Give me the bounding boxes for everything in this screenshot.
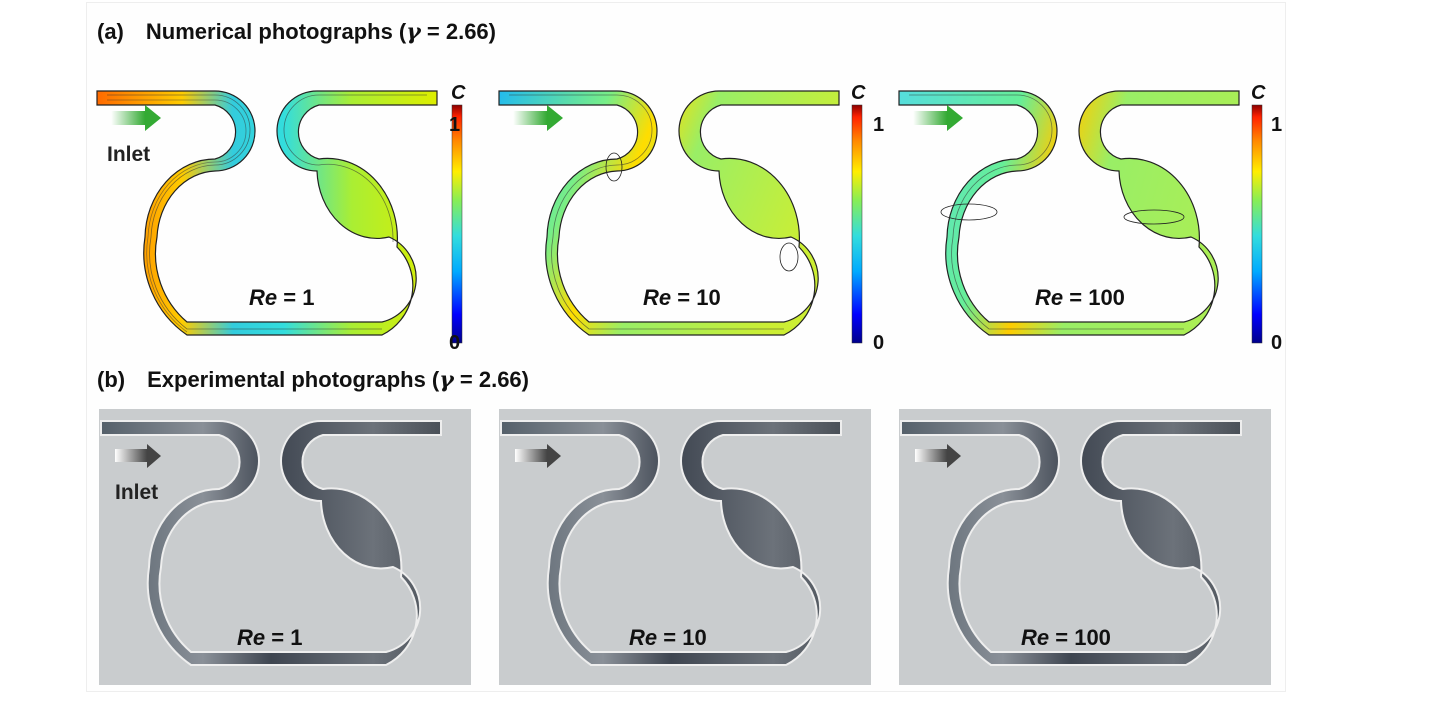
- experimental-case-2: Re = 10: [499, 409, 871, 685]
- numerical-case-3: Re = 100: [898, 90, 1240, 336]
- re-label: Re = 1: [237, 625, 302, 650]
- re-label: Re = 1: [249, 285, 314, 310]
- colorbar-label: C: [451, 82, 466, 104]
- inlet-arrow-icon: [515, 444, 561, 468]
- panel-b-gamma-value: = 2.66): [453, 367, 529, 392]
- inlet-label: Inlet: [107, 143, 150, 166]
- panel-b-tag: (b): [97, 367, 126, 392]
- re-label: Re = 10: [643, 285, 721, 310]
- panel-b-heading: (b) Experimental photographs (γ = 2.66): [97, 367, 529, 393]
- panel-a-gamma-value: = 2.66): [420, 19, 496, 44]
- numerical-case-1: Inlet Re = 1: [96, 90, 438, 336]
- experimental-case-1: Inlet Re = 1: [99, 409, 471, 685]
- panel-b-title: Experimental photographs (: [147, 367, 440, 392]
- numerical-case-2: Re = 10: [498, 90, 840, 336]
- re-label: Re = 10: [629, 625, 707, 650]
- inlet-arrow-icon: [913, 105, 963, 131]
- panel-a-gamma-symbol: γ: [406, 19, 421, 45]
- colorbar-min: 0: [1271, 332, 1282, 354]
- panel-a-heading: (a) Numerical photographs (γ = 2.66): [97, 19, 496, 45]
- colorbar-label: C: [851, 82, 866, 104]
- colorbar-1: C 1 0: [449, 82, 466, 354]
- inlet-arrow-icon: [915, 444, 961, 468]
- figure: (a) Numerical photographs (γ = 2.66) (b) E…: [86, 2, 1286, 692]
- re-label: Re = 100: [1035, 285, 1125, 310]
- panel-a-tag: (a): [97, 19, 124, 44]
- colorbar-min: 0: [449, 332, 460, 354]
- colorbar-max: 1: [1271, 114, 1282, 136]
- panel-a-title: Numerical photographs (: [145, 19, 407, 44]
- inlet-arrow-icon: [115, 444, 161, 468]
- re-label: Re = 100: [1021, 625, 1111, 650]
- experimental-case-3: Re = 100: [899, 409, 1271, 685]
- colorbar-3: C 1 0: [1251, 82, 1282, 354]
- colorbar-max: 1: [873, 114, 884, 136]
- colorbar-label: C: [1251, 82, 1266, 104]
- inlet-arrow-icon: [111, 105, 161, 131]
- inlet-label: Inlet: [115, 481, 158, 504]
- colorbar-2: C 1 0: [851, 82, 884, 354]
- inlet-arrow-icon: [513, 105, 563, 131]
- panel-graphics: Inlet Re = 1 Re = 10 Re = 100: [96, 82, 1282, 685]
- colorbar-min: 0: [873, 332, 884, 354]
- panel-b-gamma-symbol: γ: [439, 367, 454, 393]
- colorbar-max: 1: [449, 114, 460, 136]
